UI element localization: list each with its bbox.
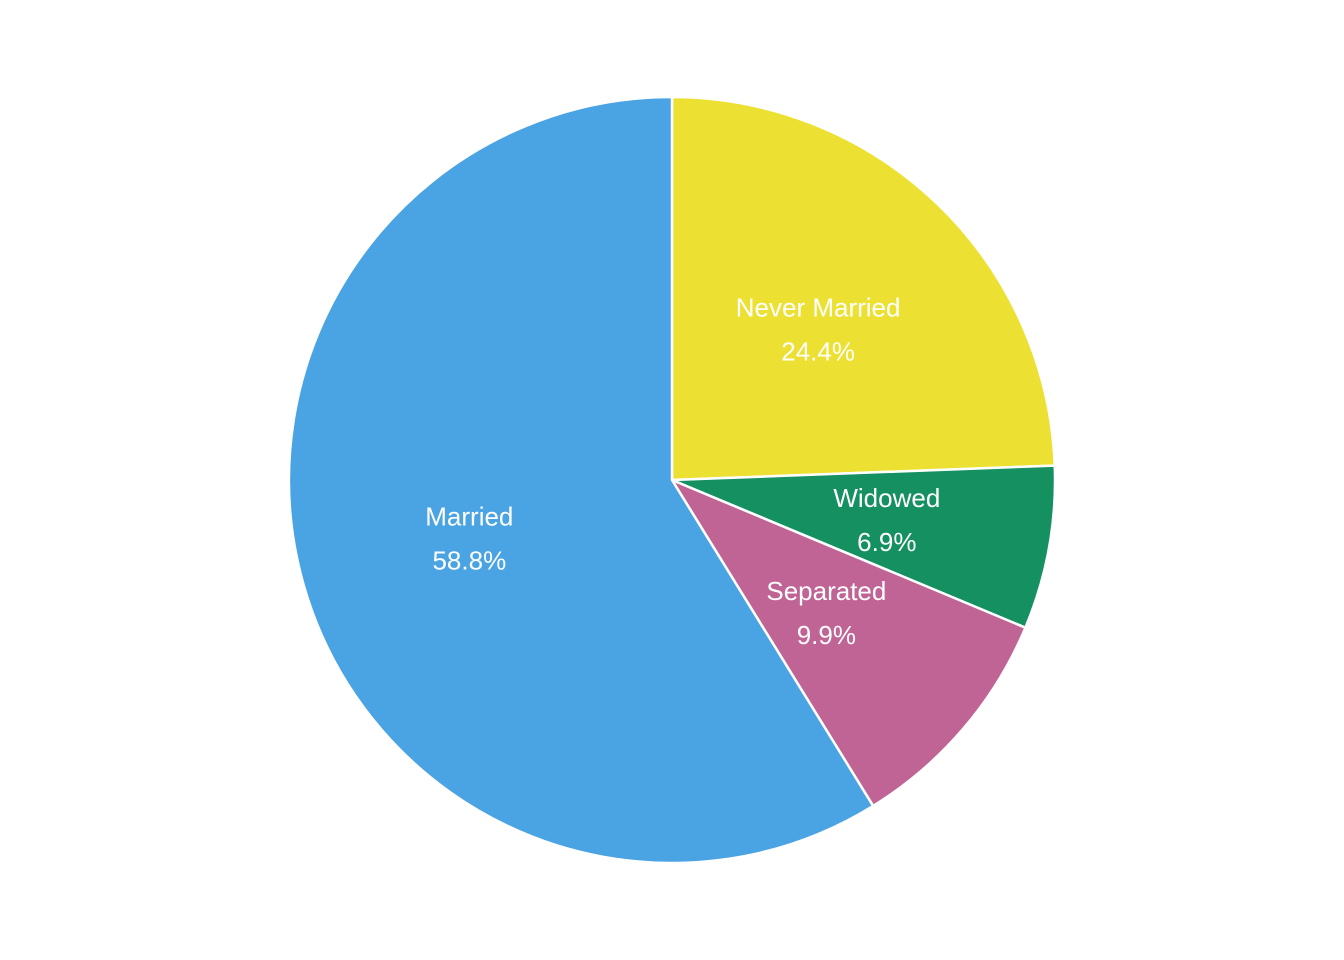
slice-value-separated: 9.9% — [797, 620, 856, 650]
slice-label-separated: Separated — [766, 576, 886, 606]
slice-separated — [670, 478, 1027, 808]
slice-value-widowed: 6.9% — [857, 527, 916, 557]
slice-value-never-married: 24.4% — [781, 336, 855, 366]
slice-label-never-married: Never Married — [736, 292, 901, 322]
slice-widowed — [670, 464, 1057, 629]
pie-labels: Never Married 24.4% Widowed 6.9% Separated 9.… — [425, 292, 940, 650]
pie-slices — [287, 95, 1057, 865]
slice-married — [287, 95, 875, 865]
slice-never-married — [670, 95, 1056, 482]
slice-label-widowed: Widowed — [833, 483, 940, 513]
slice-label-married: Married — [425, 501, 513, 531]
slice-value-married: 58.8% — [432, 545, 506, 575]
